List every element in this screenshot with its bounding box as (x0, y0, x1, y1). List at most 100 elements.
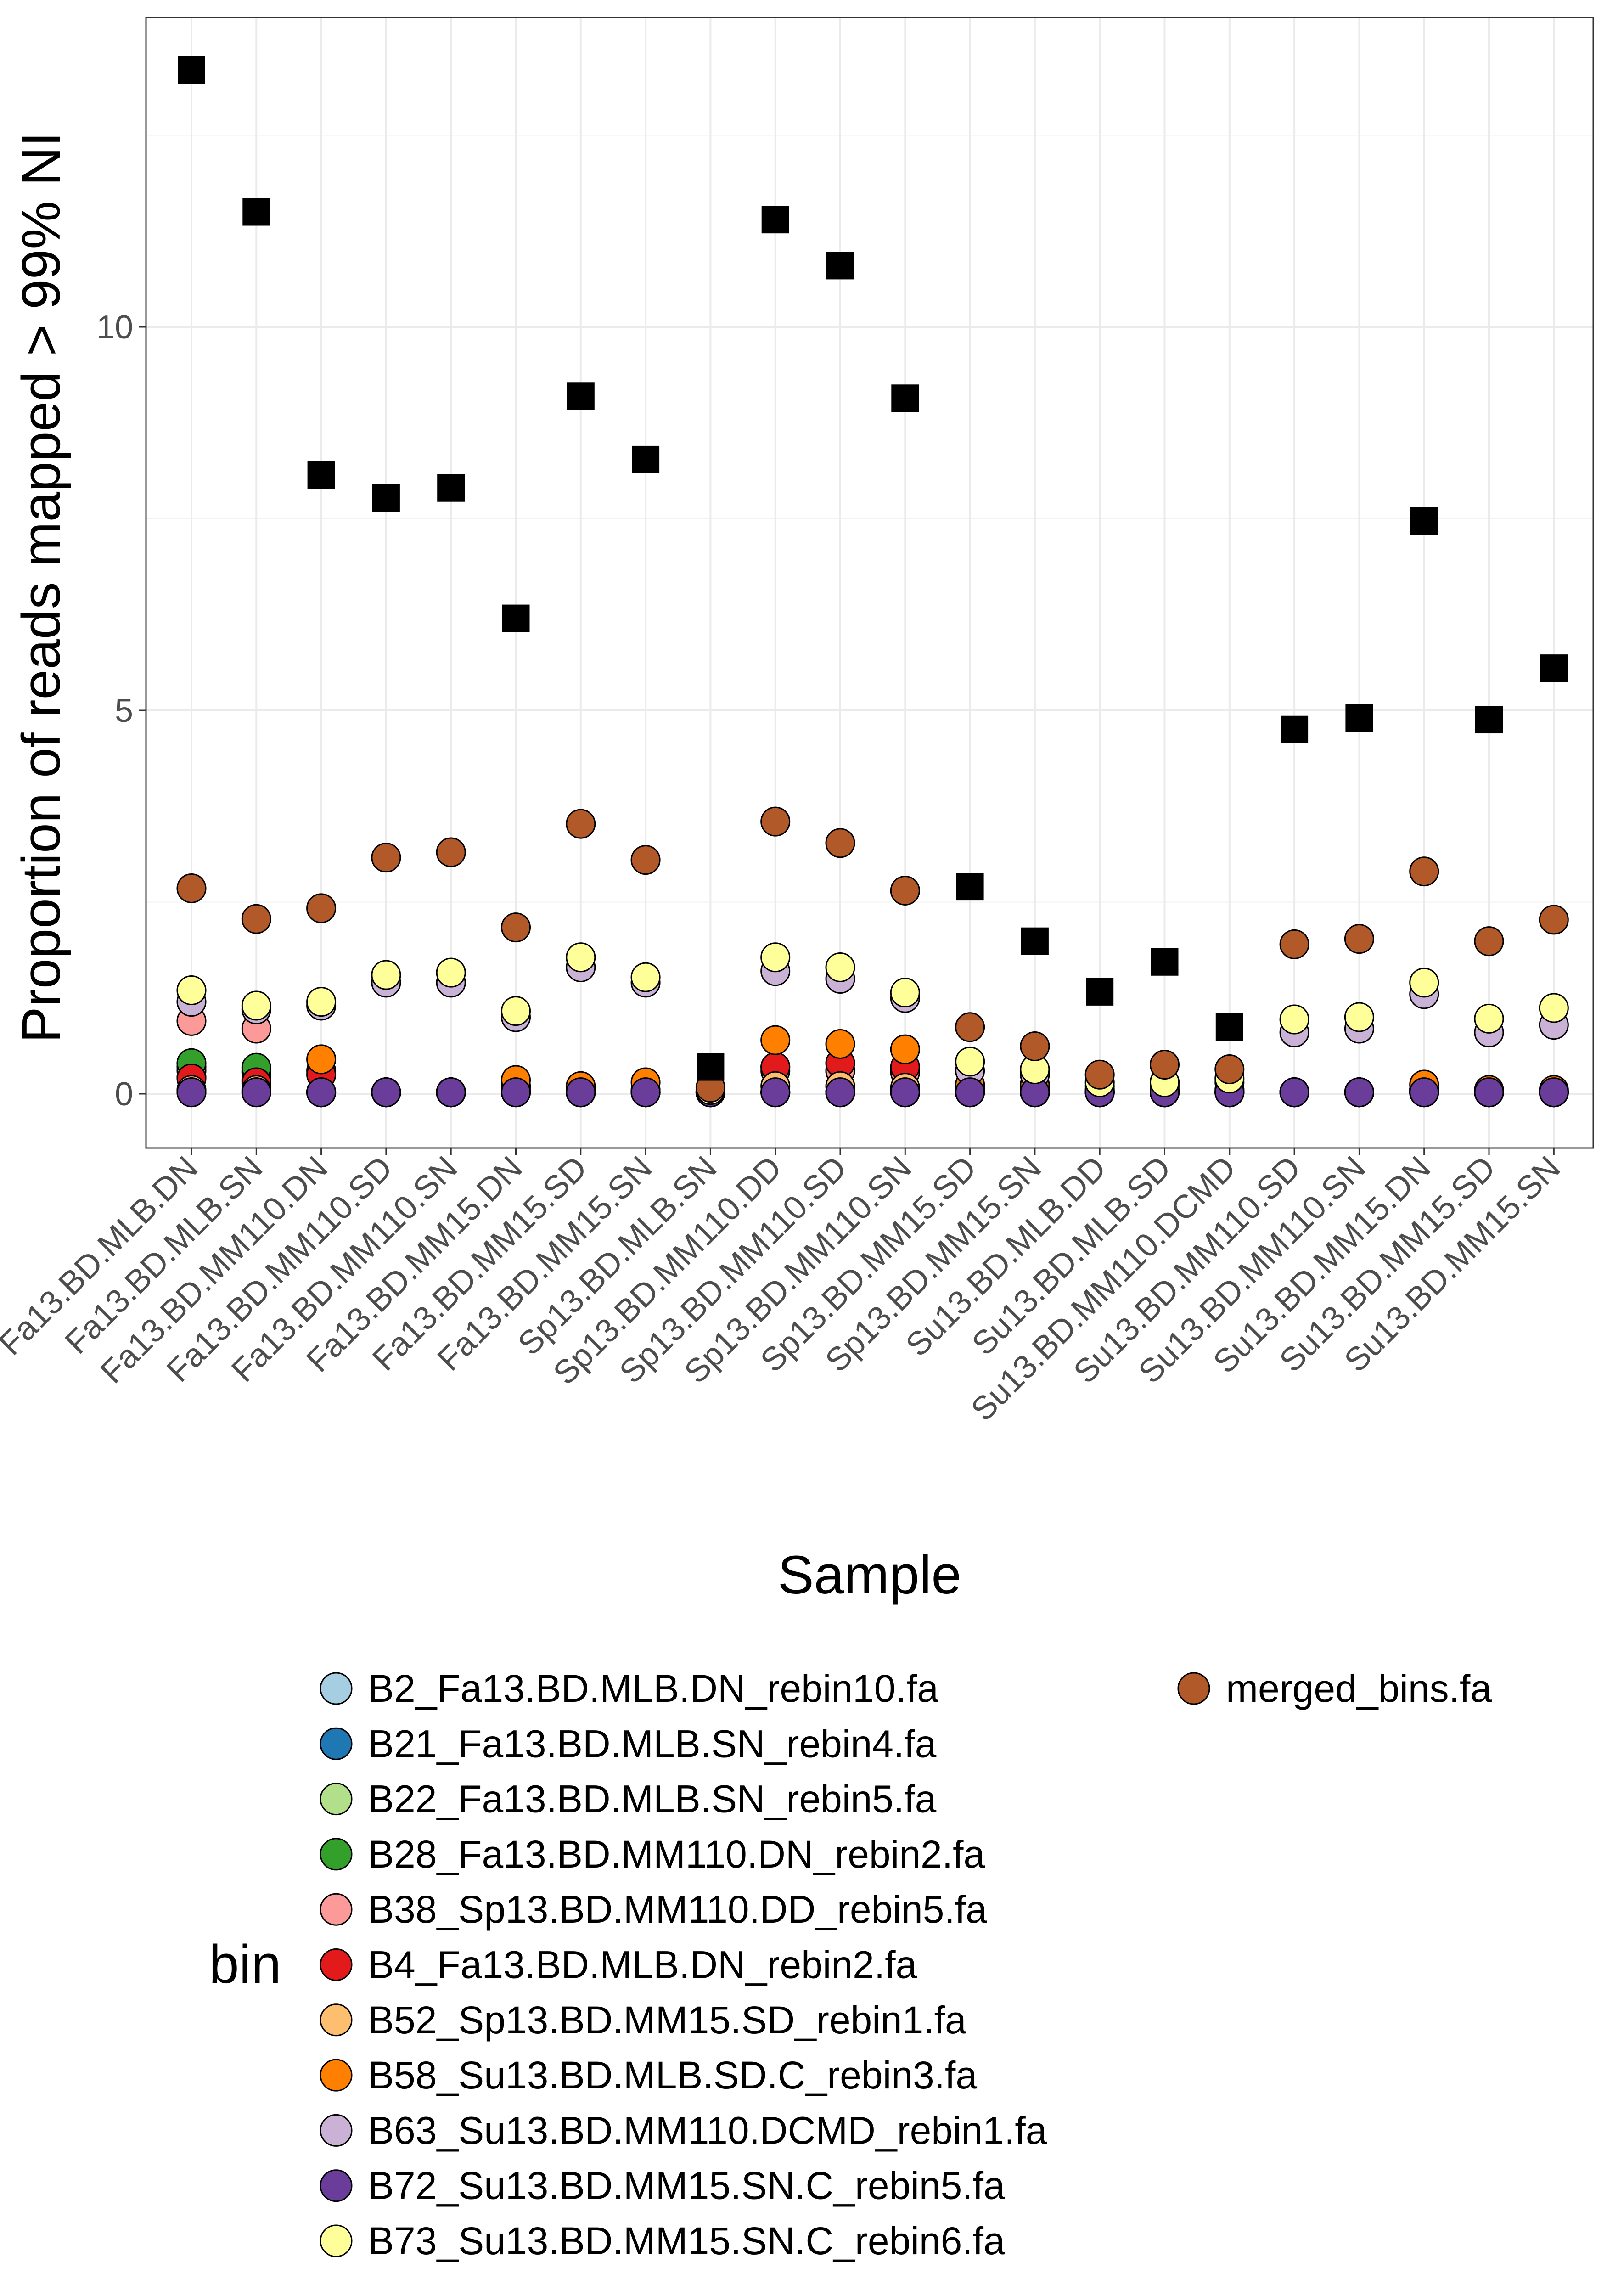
point-b72-su13-bd-mm15-sn-c-rebin5-fa (890, 1077, 920, 1108)
square-points (178, 56, 1568, 1081)
point-b58-su13-bd-mlb-sd-c-rebin3-fa (760, 1025, 791, 1055)
point-merged-bins-fa (760, 806, 791, 837)
point-merged-bins-fa (1084, 1059, 1115, 1090)
square-point (1410, 507, 1438, 535)
square-point (1215, 1013, 1243, 1041)
point-b73-su13-bd-mm15-sn-c-rebin6-fa (955, 1047, 985, 1077)
legend-label: B21_Fa13.BD.MLB.SN_rebin4.fa (368, 1722, 937, 1765)
point-b73-su13-bd-mm15-sn-c-rebin6-fa (1344, 1002, 1374, 1032)
legend-key (320, 2114, 353, 2147)
point-merged-bins-fa (1020, 1031, 1050, 1061)
legend-label: B73_Su13.BD.MM15.SN.C_rebin6.fa (368, 2219, 1005, 2262)
square-point (1021, 927, 1049, 955)
legend: bin B2_Fa13.BD.MLB.DN_rebin10.fa B21_Fa13… (209, 1667, 1492, 2262)
point-b72-su13-bd-mm15-sn-c-rebin5-fa (306, 1077, 337, 1108)
point-b72-su13-bd-mm15-sn-c-rebin5-fa (1279, 1077, 1309, 1108)
grid-lines (146, 17, 1593, 1148)
point-b72-su13-bd-mm15-sn-c-rebin5-fa (955, 1077, 985, 1108)
legend-key (1177, 1672, 1210, 1705)
legend-key (320, 1948, 353, 1981)
point-b73-su13-bd-mm15-sn-c-rebin6-fa (890, 978, 920, 1008)
point-merged-bins-fa (501, 912, 531, 943)
point-merged-bins-fa (1214, 1054, 1245, 1085)
square-point (632, 445, 660, 473)
legend-label: B2_Fa13.BD.MLB.DN_rebin10.fa (368, 1667, 938, 1710)
square-point (1475, 706, 1503, 734)
point-b72-su13-bd-mm15-sn-c-rebin5-fa (760, 1077, 791, 1108)
x-axis-title: Sample (778, 1545, 961, 1605)
point-merged-bins-fa (1409, 856, 1439, 887)
point-b72-su13-bd-mm15-sn-c-rebin5-fa (501, 1077, 531, 1108)
point-b73-su13-bd-mm15-sn-c-rebin6-fa (306, 987, 337, 1017)
x-axis: Fa13.BD.MLB.DNFa13.BD.MLB.SNFa13.BD.MM11… (0, 1148, 1568, 1428)
plot-panel-border (145, 17, 1594, 1149)
point-b73-su13-bd-mm15-sn-c-rebin6-fa (176, 975, 207, 1006)
legend-label: B72_Su13.BD.MM15.SN.C_rebin5.fa (368, 2164, 1005, 2207)
point-merged-bins-fa (241, 904, 271, 934)
point-b72-su13-bd-mm15-sn-c-rebin5-fa (371, 1077, 401, 1108)
square-point (1281, 715, 1309, 743)
circle-points (176, 806, 1569, 1108)
point-merged-bins-fa (630, 845, 661, 875)
square-point (372, 484, 400, 512)
square-point (826, 252, 854, 280)
legend-label: B38_Sp13.BD.MM110.DD_rebin5.fa (368, 1888, 987, 1931)
point-b72-su13-bd-mm15-sn-c-rebin5-fa (630, 1077, 661, 1108)
legend-key (320, 2169, 353, 2202)
y-axis: 0 5 10 (96, 309, 146, 1113)
legend-key (320, 1783, 353, 1816)
square-point (1151, 948, 1179, 976)
point-b73-su13-bd-mm15-sn-c-rebin6-fa (825, 952, 855, 982)
point-b58-su13-bd-mlb-sd-c-rebin3-fa (825, 1029, 855, 1059)
square-point (761, 206, 789, 234)
y-axis-title: Proportion of reads mapped > 99% NI (11, 132, 72, 1043)
y-tick-label: 10 (96, 309, 133, 346)
point-merged-bins-fa (566, 809, 596, 839)
point-b73-su13-bd-mm15-sn-c-rebin6-fa (760, 942, 791, 973)
point-b72-su13-bd-mm15-sn-c-rebin5-fa (1474, 1077, 1504, 1108)
square-point (307, 461, 335, 489)
point-merged-bins-fa (371, 843, 401, 873)
point-b73-su13-bd-mm15-sn-c-rebin6-fa (241, 990, 271, 1021)
point-merged-bins-fa (1279, 929, 1309, 959)
square-point (891, 384, 919, 412)
point-b72-su13-bd-mm15-sn-c-rebin5-fa (1539, 1077, 1569, 1108)
point-b72-su13-bd-mm15-sn-c-rebin5-fa (1344, 1077, 1374, 1108)
legend-label: B63_Su13.BD.MM110.DCMD_rebin1.fa (368, 2109, 1047, 2152)
square-point (502, 604, 530, 632)
point-b73-su13-bd-mm15-sn-c-rebin6-fa (501, 996, 531, 1026)
legend-title: bin (209, 1934, 281, 1995)
point-merged-bins-fa (890, 875, 920, 906)
legend-label: B4_Fa13.BD.MLB.DN_rebin2.fa (368, 1943, 917, 1986)
legend-key (320, 1672, 353, 1705)
point-merged-bins-fa (1150, 1050, 1180, 1080)
point-merged-bins-fa (436, 837, 466, 867)
y-tick-label: 0 (115, 1076, 133, 1113)
point-b72-su13-bd-mm15-sn-c-rebin5-fa (176, 1077, 207, 1108)
square-point (956, 873, 984, 901)
legend-key (320, 2059, 353, 2092)
point-b72-su13-bd-mm15-sn-c-rebin5-fa (825, 1077, 855, 1108)
point-b72-su13-bd-mm15-sn-c-rebin5-fa (436, 1077, 466, 1108)
legend-key (320, 2224, 353, 2257)
point-b73-su13-bd-mm15-sn-c-rebin6-fa (1474, 1003, 1504, 1034)
square-point (178, 56, 205, 84)
legend-key (320, 1838, 353, 1871)
square-point (437, 474, 465, 502)
legend-label: B22_Fa13.BD.MLB.SN_rebin5.fa (368, 1778, 937, 1821)
point-merged-bins-fa (825, 828, 855, 858)
square-point (697, 1053, 725, 1081)
point-b72-su13-bd-mm15-sn-c-rebin5-fa (1409, 1077, 1439, 1108)
point-b58-su13-bd-mlb-sd-c-rebin3-fa (306, 1044, 337, 1075)
y-tick-label: 5 (115, 692, 133, 729)
legend-label: B58_Su13.BD.MLB.SD.C_rebin3.fa (368, 2054, 977, 2097)
square-point (1540, 654, 1568, 682)
legend-label: B52_Sp13.BD.MM15.SD_rebin1.fa (368, 1998, 966, 2042)
point-b73-su13-bd-mm15-sn-c-rebin6-fa (1279, 1004, 1309, 1035)
point-b72-su13-bd-mm15-sn-c-rebin5-fa (566, 1077, 596, 1108)
square-point (1086, 978, 1114, 1006)
point-b73-su13-bd-mm15-sn-c-rebin6-fa (566, 942, 596, 973)
point-merged-bins-fa (1539, 905, 1569, 935)
point-b73-su13-bd-mm15-sn-c-rebin6-fa (1539, 993, 1569, 1023)
point-merged-bins-fa (306, 893, 337, 923)
